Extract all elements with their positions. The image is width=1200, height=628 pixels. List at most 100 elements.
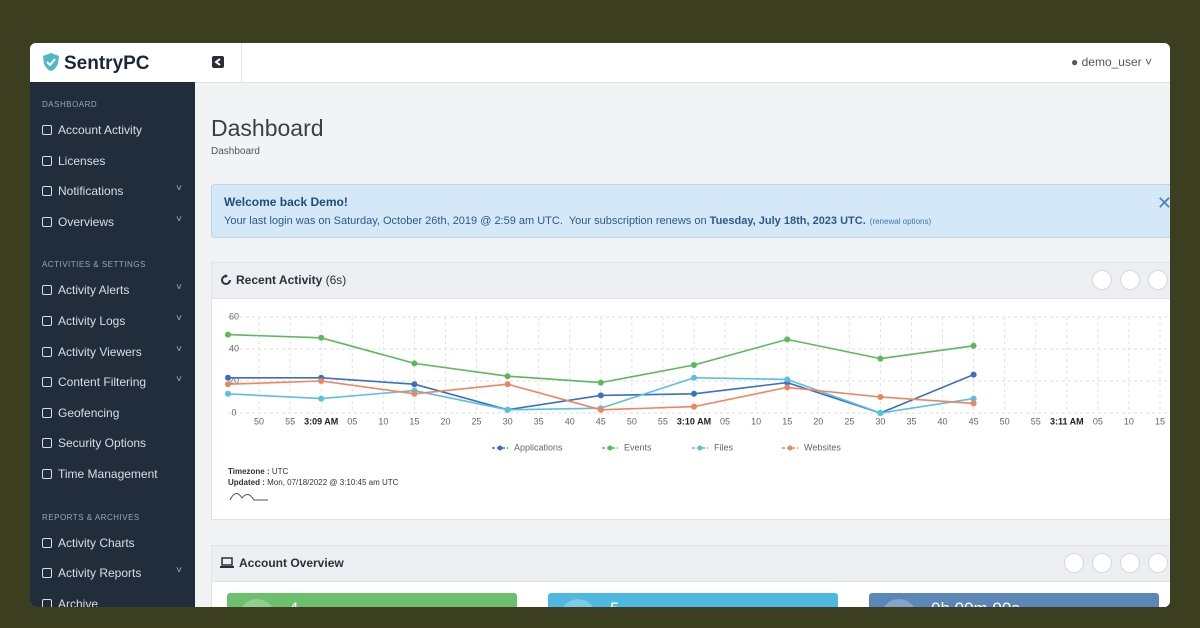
item-icon: [42, 186, 52, 197]
item-label: Activity Logs: [58, 314, 126, 328]
laptop-icon: [220, 557, 234, 568]
data-point: [225, 390, 231, 397]
data-point: [411, 360, 418, 367]
alert-title: Welcome back Demo!: [224, 195, 348, 209]
sidebar-item[interactable]: Geofencing: [42, 406, 182, 420]
item-icon: [42, 377, 52, 388]
legend-label: Files: [714, 442, 734, 452]
sidebar-heading: REPORTS & ARCHIVES: [42, 512, 140, 522]
close-button[interactable]: ✕: [1156, 193, 1170, 213]
brand-box: SentryPC: [30, 43, 195, 82]
x-tick-label: 20: [440, 416, 450, 426]
recent-activity-panel: Recent Activity (6s) Timezone : UTC Upda…: [211, 262, 1170, 520]
x-tick-label: 45: [969, 416, 979, 426]
expand-button[interactable]: [1148, 270, 1168, 290]
sidebar-toggle[interactable]: [195, 43, 242, 82]
account-overview-panel: Account Overview 4 5 0h 00m 00s: [211, 545, 1170, 607]
item-label: Activity Alerts: [58, 283, 130, 298]
item-label: Archive: [58, 596, 99, 607]
x-tick-label: 50: [627, 416, 637, 426]
x-tick-label: 10: [751, 416, 761, 426]
breadcrumb[interactable]: Dashboard: [211, 146, 260, 157]
user-menu[interactable]: ● demo_user ˅: [1071, 55, 1152, 69]
x-tick-label: 3:10 AM: [677, 416, 711, 426]
data-point: [318, 395, 325, 402]
sidebar-item[interactable]: Activity Logs ˅: [42, 313, 182, 328]
sidebar-item[interactable]: Activity Alerts ˅: [42, 282, 182, 298]
x-tick-label: 35: [906, 416, 916, 426]
sidebar-item[interactable]: Account Activity: [42, 123, 182, 137]
item-icon: [42, 346, 52, 357]
legend-dot: [787, 445, 793, 451]
brand-name: SentryPC: [64, 53, 150, 74]
x-tick-label: 45: [596, 416, 606, 426]
y-tick-label: 40: [229, 343, 239, 353]
refresh-button[interactable]: [1092, 270, 1112, 290]
x-tick-label: 3:11 AM: [1050, 416, 1084, 426]
alert-text: Your last login was on Saturday, October…: [224, 215, 707, 227]
item-icon: [42, 155, 52, 166]
item-label: Security Options: [58, 436, 147, 451]
sidebar-item[interactable]: Security Options: [42, 436, 182, 450]
activity-chart: 0 20 40 60 50 55 3:09 AM 05 10 15 20 25 30 35 40 45 50 55…: [225, 311, 1170, 452]
x-tick-label: 25: [844, 416, 854, 426]
data-point: [970, 342, 977, 349]
sidebar-item[interactable]: Activity Viewers ˅: [42, 344, 182, 359]
panel-title: Account Overview: [239, 556, 344, 570]
sidebar-heading: DASHBOARD: [42, 100, 98, 109]
chevron: ˅: [176, 313, 182, 324]
item-label: Activity Viewers: [58, 344, 142, 359]
sidebar-item[interactable]: Licenses: [42, 154, 182, 168]
alert-message: Your last login was on Saturday, October…: [224, 215, 931, 227]
data-point: [504, 381, 511, 388]
x-tick-label: 40: [938, 416, 948, 426]
item-icon: [42, 537, 52, 548]
item-icon: [42, 438, 52, 449]
legend-dot: [607, 445, 613, 451]
legend-label: Events: [624, 442, 652, 452]
chart-info: Timezone : UTC Updated : Mon, 07/18/2022…: [228, 466, 398, 505]
sidebar-item[interactable]: Activity Reports ˅: [42, 565, 182, 581]
item-label: Activity Reports: [58, 566, 142, 581]
sidebar-item[interactable]: Overviews ˅: [42, 213, 182, 229]
refresh-icon: [221, 274, 231, 285]
item-label: Overviews: [58, 214, 115, 229]
chevron: ˅: [176, 565, 182, 577]
panel-title-text: Recent Activity: [236, 273, 323, 287]
sidebar-item[interactable]: Activity Charts: [42, 536, 182, 550]
collapse-button[interactable]: [1120, 270, 1140, 290]
chevron: ˅: [176, 213, 182, 225]
sidebar-item[interactable]: Notifications ˅: [42, 183, 182, 198]
x-tick-label: 50: [254, 416, 264, 426]
x-tick-label: 3:09 AM: [304, 416, 338, 426]
item-label: Content Filtering: [58, 375, 147, 390]
x-tick-label: 25: [472, 416, 482, 426]
item-icon: [42, 568, 52, 579]
expand-button[interactable]: [1148, 553, 1168, 573]
panel-header: Account Overview: [212, 546, 1170, 582]
settings-button[interactable]: [1092, 553, 1112, 573]
card-value: 5: [610, 599, 619, 607]
data-point: [225, 331, 231, 338]
item-icon: [42, 407, 52, 418]
sidebar-item[interactable]: Content Filtering ˅: [42, 374, 182, 390]
item-label: Geofencing: [58, 405, 120, 420]
item-icon: [42, 598, 52, 607]
data-point: [691, 374, 697, 381]
x-tick-label: 05: [347, 416, 357, 426]
data-point: [784, 376, 791, 383]
item-icon: [42, 285, 52, 296]
x-tick-label: 05: [720, 416, 730, 426]
x-tick-label: 50: [1000, 416, 1010, 426]
renewal-link[interactable]: (renewal options): [869, 217, 932, 226]
x-tick-label: 55: [1031, 416, 1041, 426]
refresh-button[interactable]: [1064, 553, 1084, 573]
item-icon: [42, 316, 52, 326]
data-point: [504, 373, 511, 380]
sidebar-item[interactable]: Archive: [42, 597, 182, 607]
sidebar-item[interactable]: Time Management: [42, 467, 182, 481]
sidebar: DASHBOARD Account Activity Licenses Notific…: [30, 82, 195, 607]
collapse-button[interactable]: [1120, 553, 1140, 573]
y-tick-label: 0: [231, 407, 236, 417]
legend-label: Websites: [804, 442, 841, 452]
